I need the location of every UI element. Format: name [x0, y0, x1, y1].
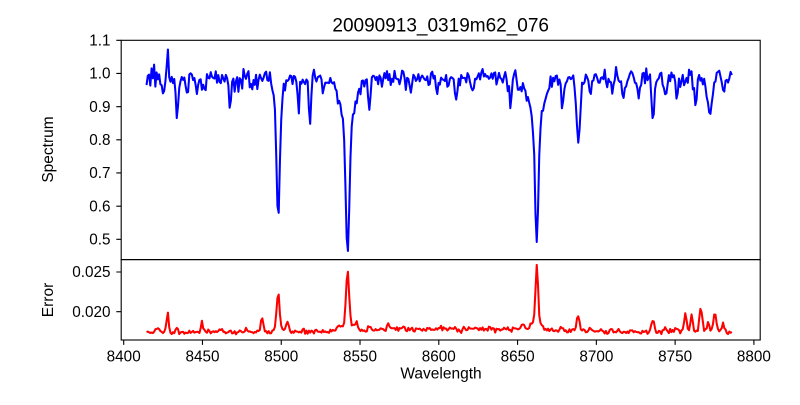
- svg-text:0.6: 0.6: [89, 198, 110, 215]
- svg-text:Wavelength: Wavelength: [400, 366, 481, 383]
- svg-text:8600: 8600: [422, 348, 456, 365]
- svg-text:8400: 8400: [107, 348, 141, 365]
- svg-text:1.1: 1.1: [89, 33, 110, 50]
- svg-text:Spectrum: Spectrum: [40, 116, 57, 182]
- svg-text:8700: 8700: [579, 348, 613, 365]
- svg-text:0.9: 0.9: [89, 99, 110, 116]
- svg-text:Error: Error: [40, 283, 57, 317]
- svg-text:8450: 8450: [185, 348, 219, 365]
- svg-text:8500: 8500: [264, 348, 298, 365]
- svg-text:0.8: 0.8: [89, 132, 110, 149]
- svg-text:0.7: 0.7: [89, 165, 110, 182]
- svg-text:8750: 8750: [658, 348, 692, 365]
- svg-text:0.5: 0.5: [89, 232, 110, 249]
- svg-text:0.025: 0.025: [72, 264, 110, 281]
- svg-text:8550: 8550: [343, 348, 377, 365]
- svg-text:0.020: 0.020: [72, 304, 110, 321]
- svg-text:8650: 8650: [501, 348, 535, 365]
- svg-text:1.0: 1.0: [89, 66, 110, 83]
- svg-text:8800: 8800: [737, 348, 771, 365]
- svg-text:20090913_0319m62_076: 20090913_0319m62_076: [332, 16, 549, 37]
